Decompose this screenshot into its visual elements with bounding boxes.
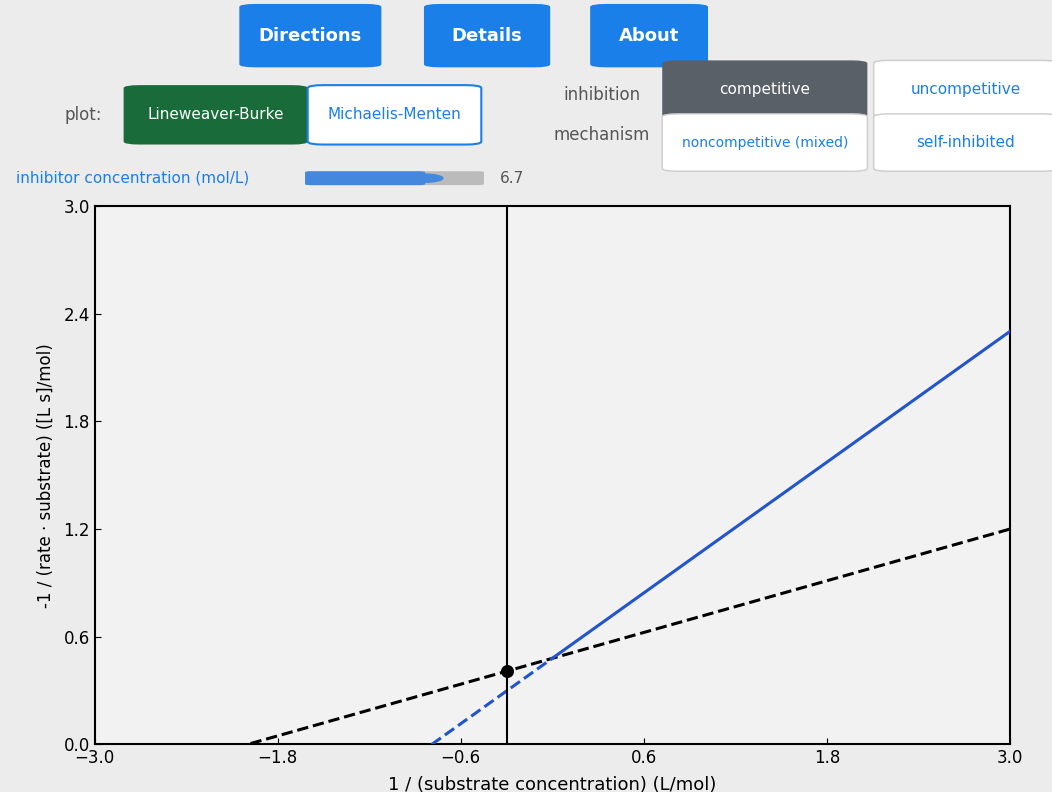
Text: uncompetitive: uncompetitive	[911, 82, 1020, 97]
Text: Details: Details	[451, 27, 523, 44]
FancyBboxPatch shape	[305, 171, 425, 185]
FancyBboxPatch shape	[873, 60, 1052, 118]
FancyBboxPatch shape	[663, 60, 867, 118]
FancyBboxPatch shape	[124, 85, 307, 144]
Text: inhibition: inhibition	[563, 86, 641, 104]
Text: Michaelis-Menten: Michaelis-Menten	[327, 108, 462, 122]
Text: inhibitor concentration (mol/L): inhibitor concentration (mol/L)	[16, 171, 249, 185]
FancyBboxPatch shape	[873, 114, 1052, 171]
Text: plot:: plot:	[64, 106, 102, 124]
X-axis label: 1 / (substrate concentration) (L/mol): 1 / (substrate concentration) (L/mol)	[388, 775, 716, 792]
Text: self-inhibited: self-inhibited	[916, 135, 1015, 150]
Text: About: About	[619, 27, 680, 44]
FancyBboxPatch shape	[307, 85, 481, 144]
FancyBboxPatch shape	[239, 4, 381, 67]
Text: Directions: Directions	[259, 27, 362, 44]
Y-axis label: -1 / (rate · substrate) ([L s]/mol): -1 / (rate · substrate) ([L s]/mol)	[37, 343, 55, 607]
Text: 6.7: 6.7	[500, 171, 524, 185]
Text: Lineweaver-Burke: Lineweaver-Burke	[147, 108, 284, 122]
FancyBboxPatch shape	[305, 171, 484, 185]
Text: competitive: competitive	[720, 82, 810, 97]
Point	[498, 665, 514, 678]
Text: mechanism: mechanism	[553, 126, 650, 143]
Circle shape	[397, 174, 443, 183]
Text: noncompetitive (mixed): noncompetitive (mixed)	[682, 135, 848, 150]
FancyBboxPatch shape	[663, 114, 867, 171]
FancyBboxPatch shape	[424, 4, 550, 67]
FancyBboxPatch shape	[590, 4, 708, 67]
